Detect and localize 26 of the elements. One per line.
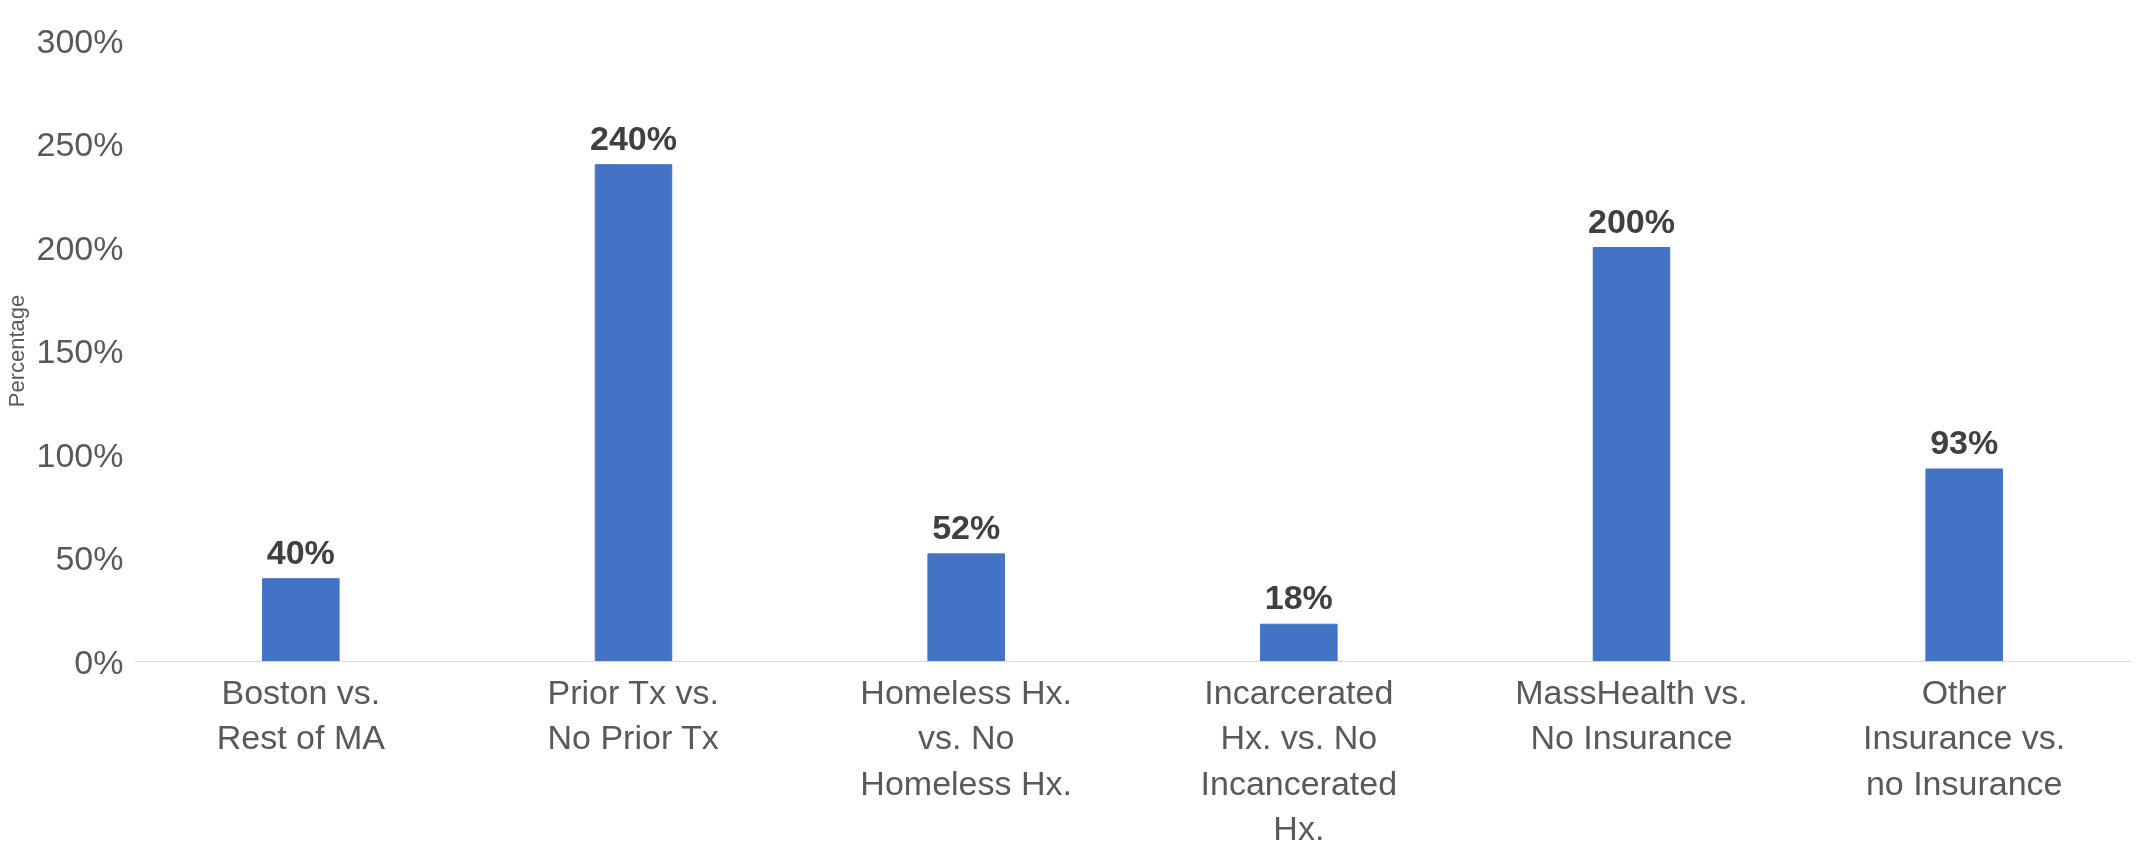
- y-tick-label: 100%: [36, 435, 124, 474]
- data-label: 240%: [590, 118, 677, 157]
- y-tick-label: 50%: [55, 539, 124, 577]
- x-tick-label: MassHealth vs. No Insurance: [1515, 672, 1748, 757]
- bar: [1925, 468, 2003, 662]
- y-tick-label: 150%: [36, 332, 124, 370]
- bar: [1592, 247, 1671, 662]
- data-label: 18%: [1264, 578, 1333, 617]
- y-axis-title: Percentage: [3, 294, 29, 408]
- y-tick-label: 250%: [36, 125, 124, 163]
- x-tick-label: Other Insurance vs. no Insurance: [1863, 672, 2066, 802]
- data-label: 40%: [266, 532, 335, 571]
- data-label: 200%: [1588, 201, 1675, 240]
- x-tick-label: Prior Tx vs. No Prior Tx: [547, 672, 719, 757]
- x-tick-label: Boston vs. Rest of MA: [216, 672, 386, 757]
- bar: [927, 553, 1005, 662]
- x-tick-label: Homeless Hx. vs. No Homeless Hx.: [860, 672, 1072, 802]
- y-tick-label: 200%: [36, 228, 124, 267]
- y-tick-label: 0%: [74, 642, 124, 681]
- y-tick-label: 300%: [36, 21, 124, 60]
- x-tick-label: Incarcerated Hx. vs. No Incancerated Hx.: [1200, 672, 1398, 848]
- bar: [262, 578, 340, 662]
- data-label: 93%: [1930, 422, 1999, 461]
- bar: [594, 164, 673, 662]
- data-label: 52%: [932, 507, 1001, 546]
- bar: [1260, 623, 1338, 662]
